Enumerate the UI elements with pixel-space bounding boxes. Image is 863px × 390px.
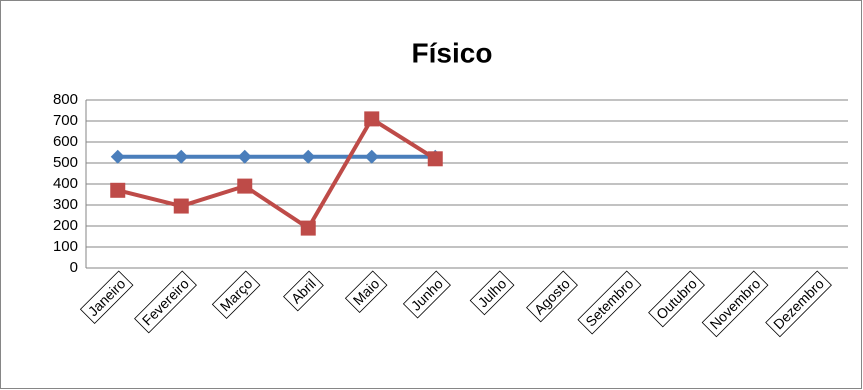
x-tick-box (402, 270, 451, 319)
x-tick-box (526, 270, 578, 323)
x-tick-box (469, 270, 515, 316)
marker (427, 151, 443, 167)
y-tick-label: 600 (53, 133, 78, 150)
y-tick-label: 100 (53, 238, 78, 255)
x-tick-box (211, 270, 261, 320)
x-tick-box (134, 270, 197, 334)
chart-title: Físico (412, 37, 493, 68)
x-tick-box (79, 270, 134, 325)
y-tick-label: 0 (70, 259, 78, 276)
x-tick-box (344, 270, 388, 314)
x-tick-box (701, 270, 769, 338)
x-tick-box (648, 270, 705, 328)
marker (110, 149, 125, 164)
y-tick-label: 700 (53, 112, 78, 129)
y-tick-label: 800 (53, 91, 78, 108)
x-tick-box (765, 270, 832, 338)
marker (237, 149, 252, 164)
y-tick-label: 500 (53, 154, 78, 171)
marker (173, 198, 189, 214)
y-tick-label: 400 (53, 175, 78, 192)
y-tick-label: 200 (53, 217, 78, 234)
marker (174, 149, 189, 164)
x-tick-box (577, 270, 642, 335)
marker (110, 182, 126, 198)
x-tick-box (283, 270, 324, 312)
marker (237, 178, 253, 194)
marker (364, 111, 380, 127)
marker (301, 149, 316, 164)
series-line (117, 116, 437, 231)
marker (300, 220, 316, 236)
y-tick-label: 300 (53, 196, 78, 213)
marker (364, 149, 379, 164)
